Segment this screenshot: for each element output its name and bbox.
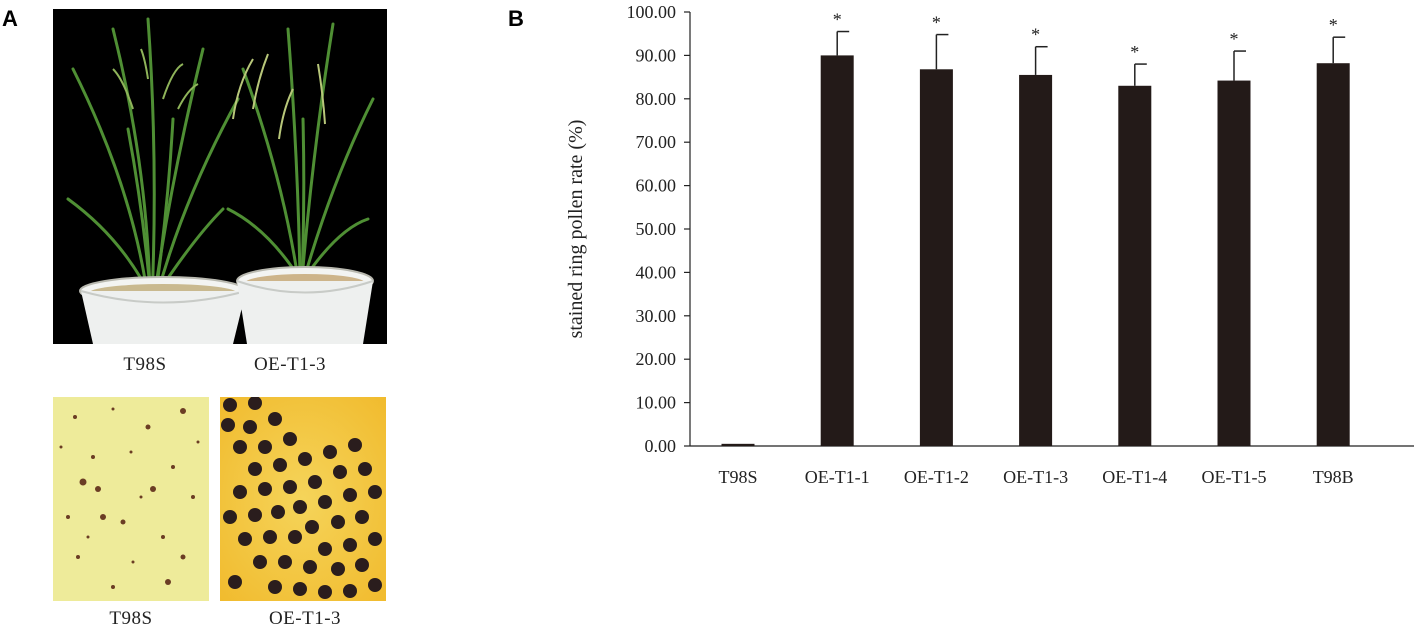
x-tick-label: OE-T1-2	[904, 467, 969, 487]
panel-b-label: B	[508, 6, 524, 31]
y-tick-label: 0.00	[645, 436, 677, 456]
significance-marker: *	[1329, 15, 1338, 35]
pollen-grain-icon	[59, 407, 200, 589]
bar	[1118, 85, 1152, 446]
y-tick-label: 20.00	[636, 349, 677, 369]
plant-label-t98s: T98S	[123, 354, 167, 375]
bar	[1217, 80, 1251, 447]
x-tick-label: OE-T1-4	[1102, 467, 1167, 487]
significance-marker: *	[1230, 29, 1239, 49]
pollen-oe-t1-3-photo	[220, 397, 386, 601]
y-tick-label: 40.00	[636, 262, 677, 282]
y-tick-label: 80.00	[636, 89, 677, 109]
x-tick-label: T98B	[1313, 467, 1354, 487]
x-tick-label: OE-T1-3	[1003, 467, 1068, 487]
panel-a-label: A	[2, 6, 18, 31]
y-tick-label: 50.00	[636, 219, 677, 239]
rice-plants-photo	[53, 9, 387, 344]
x-tick-label: OE-T1-5	[1202, 467, 1267, 487]
significance-marker: *	[1130, 42, 1139, 62]
y-tick-label: 10.00	[636, 393, 677, 413]
bar	[919, 69, 953, 447]
y-tick-label: 90.00	[636, 45, 677, 65]
x-tick-label: OE-T1-1	[805, 467, 870, 487]
pot-icon	[79, 266, 374, 344]
y-tick-label: 100.00	[627, 2, 677, 22]
significance-marker: *	[1031, 25, 1040, 45]
bar	[721, 443, 755, 446]
rice-plant-icon	[53, 9, 387, 344]
plant-label-oe-t1-3: OE-T1-3	[253, 354, 327, 375]
significance-marker: *	[833, 10, 842, 30]
bar	[1316, 63, 1350, 446]
significance-marker: *	[932, 13, 941, 33]
y-tick-label: 30.00	[636, 306, 677, 326]
bar	[1019, 74, 1053, 447]
y-axis-label: stained ring pollen rate (%)	[565, 120, 587, 339]
y-tick-label: 70.00	[636, 132, 677, 152]
pollen-label-t98s: T98S	[109, 608, 153, 629]
y-tick-label: 60.00	[636, 176, 677, 196]
pollen-label-oe-t1-3: OE-T1-3	[268, 608, 342, 629]
x-tick-label: T98S	[718, 467, 757, 487]
bar	[820, 55, 854, 447]
pollen-t98s-photo	[53, 397, 209, 601]
